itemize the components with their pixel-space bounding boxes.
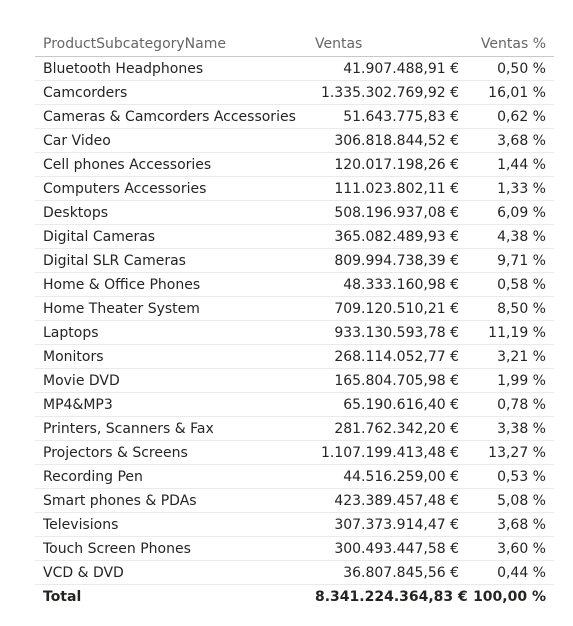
table-row[interactable]: Home & Office Phones 48.333.160,98 €0,58 … [35,272,554,297]
table-row[interactable]: VCD & DVD 36.807.845,56 €0,44 % [35,560,554,585]
cell-ventas-pct: 1,44 % [465,152,554,177]
table-row[interactable]: Camcorders 1.335.302.769,92 €16,01 % [35,80,554,105]
cell-ventas: 48.333.160,98 € [315,272,465,297]
cell-ventas: 508.196.937,08 € [315,200,465,225]
table-row[interactable]: Computers Accessories 111.023.802,11 €1,3… [35,176,554,201]
cell-ventas-pct: 1,99 % [465,368,554,393]
cell-ventas: 281.762.342,20 € [315,416,465,441]
total-ventas: 8.341.224.364,83 € [315,584,468,609]
table-row[interactable]: Digital SLR Cameras 809.994.738,39 €9,71 … [35,248,554,273]
cell-product-subcategory: Cell phones Accessories [35,152,315,177]
table-row[interactable]: Car Video 306.818.844,52 €3,68 % [35,128,554,153]
cell-ventas: 423.389.457,48 € [315,488,465,513]
cell-ventas-pct: 3,68 % [465,512,554,537]
cell-ventas-pct: 16,01 % [465,80,554,105]
table-row[interactable]: Televisions 307.373.914,47 €3,68 % [35,512,554,537]
cell-product-subcategory: Movie DVD [35,368,315,393]
cell-product-subcategory: Laptops [35,320,315,345]
cell-ventas-pct: 3,21 % [465,344,554,369]
cell-ventas-pct: 6,09 % [465,200,554,225]
cell-ventas-pct: 0,44 % [465,560,554,585]
table-row[interactable]: Bluetooth Headphones 41.907.488,91 €0,50 … [35,56,554,81]
header-row: ProductSubcategoryName Ventas Ventas % [35,32,554,57]
cell-product-subcategory: Digital Cameras [35,224,315,249]
cell-ventas-pct: 3,68 % [465,128,554,153]
cell-ventas-pct: 3,38 % [465,416,554,441]
cell-ventas: 120.017.198,26 € [315,152,465,177]
cell-ventas-pct: 5,08 % [465,488,554,513]
cell-ventas: 1.107.199.413,48 € [315,440,465,465]
cell-product-subcategory: Smart phones & PDAs [35,488,315,513]
table-row[interactable]: Printers, Scanners & Fax 281.762.342,20 €… [35,416,554,441]
cell-product-subcategory: Projectors & Screens [35,440,315,465]
cell-ventas: 1.335.302.769,92 € [315,80,465,105]
cell-ventas-pct: 3,60 % [465,536,554,561]
cell-product-subcategory: Car Video [35,128,315,153]
table-body: Bluetooth Headphones 41.907.488,91 €0,50 … [35,56,554,585]
cell-product-subcategory: Computers Accessories [35,176,315,201]
cell-ventas: 306.818.844,52 € [315,128,465,153]
cell-product-subcategory: Bluetooth Headphones [35,56,315,81]
cell-ventas-pct: 9,71 % [465,248,554,273]
cell-ventas-pct: 0,50 % [465,56,554,81]
cell-ventas: 51.643.775,83 € [315,104,465,129]
total-label: Total [35,584,315,609]
column-header-product-subcategory[interactable]: ProductSubcategoryName [35,32,315,57]
cell-ventas: 36.807.845,56 € [315,560,465,585]
sales-table: ProductSubcategoryName Ventas Ventas % B… [35,32,554,609]
cell-ventas-pct: 0,78 % [465,392,554,417]
cell-ventas: 307.373.914,47 € [315,512,465,537]
cell-ventas: 111.023.802,11 € [315,176,465,201]
cell-product-subcategory: VCD & DVD [35,560,315,585]
cell-ventas: 365.082.489,93 € [315,224,465,249]
table-row[interactable]: Cell phones Accessories 120.017.198,26 €1… [35,152,554,177]
cell-product-subcategory: Recording Pen [35,464,315,489]
cell-ventas-pct: 8,50 % [465,296,554,321]
cell-product-subcategory: Digital SLR Cameras [35,248,315,273]
table-row[interactable]: Movie DVD 165.804.705,98 €1,99 % [35,368,554,393]
cell-ventas: 165.804.705,98 € [315,368,465,393]
table-row[interactable]: Home Theater System 709.120.510,21 €8,50 … [35,296,554,321]
column-header-ventas[interactable]: Ventas [315,32,465,57]
cell-product-subcategory: MP4&MP3 [35,392,315,417]
table-row[interactable]: Monitors 268.114.052,77 €3,21 % [35,344,554,369]
cell-product-subcategory: Televisions [35,512,315,537]
cell-ventas: 933.130.593,78 € [315,320,465,345]
cell-product-subcategory: Monitors [35,344,315,369]
cell-product-subcategory: Home & Office Phones [35,272,315,297]
cell-product-subcategory: Touch Screen Phones [35,536,315,561]
cell-product-subcategory: Printers, Scanners & Fax [35,416,315,441]
cell-product-subcategory: Home Theater System [35,296,315,321]
total-ventas-pct: 100,00 % [465,584,554,609]
table-row[interactable]: Touch Screen Phones 300.493.447,58 €3,60 … [35,536,554,561]
cell-ventas-pct: 0,62 % [465,104,554,129]
table-row[interactable]: Recording Pen 44.516.259,00 €0,53 % [35,464,554,489]
cell-product-subcategory: Camcorders [35,80,315,105]
cell-ventas-pct: 1,33 % [465,176,554,201]
table-row[interactable]: Digital Cameras 365.082.489,93 €4,38 % [35,224,554,249]
cell-ventas-pct: 0,53 % [465,464,554,489]
cell-ventas-pct: 13,27 % [465,440,554,465]
cell-ventas: 709.120.510,21 € [315,296,465,321]
table-row[interactable]: Cameras & Camcorders Accessories 51.643.7… [35,104,554,129]
cell-ventas: 268.114.052,77 € [315,344,465,369]
column-header-ventas-pct[interactable]: Ventas % [465,32,554,57]
table-row[interactable]: Projectors & Screens 1.107.199.413,48 €13… [35,440,554,465]
cell-product-subcategory: Desktops [35,200,315,225]
cell-product-subcategory: Cameras & Camcorders Accessories [35,104,315,129]
cell-ventas: 44.516.259,00 € [315,464,465,489]
table-row[interactable]: Smart phones & PDAs 423.389.457,48 €5,08 … [35,488,554,513]
cell-ventas: 41.907.488,91 € [315,56,465,81]
cell-ventas: 809.994.738,39 € [315,248,465,273]
cell-ventas-pct: 0,58 % [465,272,554,297]
table-row[interactable]: Laptops 933.130.593,78 €11,19 % [35,320,554,345]
table-row[interactable]: MP4&MP3 65.190.616,40 €0,78 % [35,392,554,417]
table-row[interactable]: Desktops 508.196.937,08 €6,09 % [35,200,554,225]
cell-ventas: 300.493.447,58 € [315,536,465,561]
cell-ventas-pct: 11,19 % [465,320,554,345]
cell-ventas: 65.190.616,40 € [315,392,465,417]
sales-table-visual: ProductSubcategoryName Ventas Ventas % B… [35,32,554,609]
total-row: Total 8.341.224.364,83 € 100,00 % [35,584,554,609]
cell-ventas-pct: 4,38 % [465,224,554,249]
